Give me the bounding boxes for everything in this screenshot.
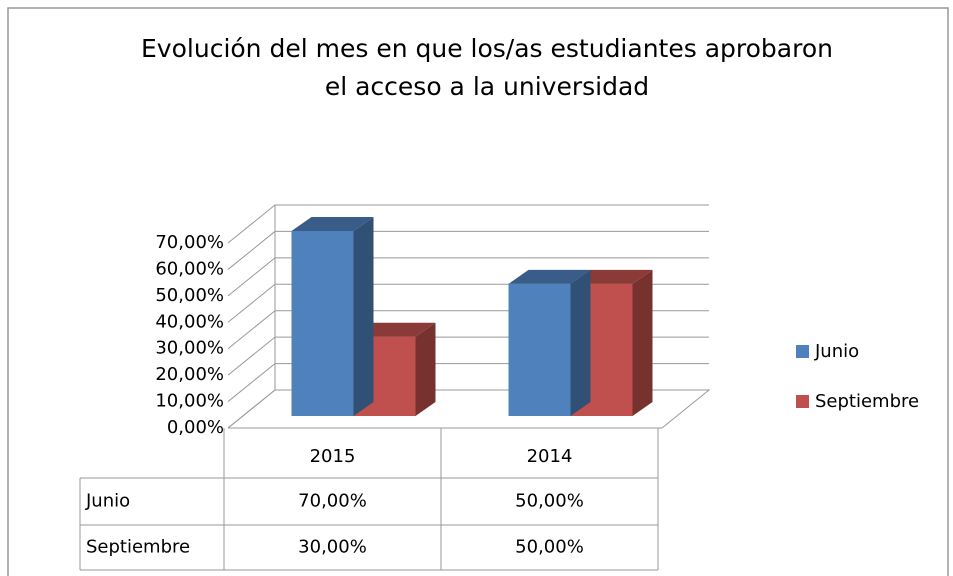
table-row-label: Septiembre (86, 537, 190, 558)
chart-title: el acceso a la universidad (325, 72, 649, 101)
y-tick-label: 50,00% (155, 285, 224, 306)
y-tick-label: 60,00% (155, 258, 224, 279)
grid-line (227, 230, 709, 270)
legend-swatch (796, 395, 809, 408)
x-tick-label: 2015 (310, 446, 356, 467)
y-tick-label: 70,00% (155, 232, 224, 253)
bar-face (353, 322, 436, 337)
bar-face (353, 217, 374, 416)
chart-frame (7, 7, 949, 576)
bar-face (570, 269, 591, 416)
bar-face (415, 322, 436, 416)
legend-label: Septiembre (815, 391, 919, 412)
grid-line (227, 204, 709, 244)
legend-label: Junio (814, 341, 859, 362)
bar (508, 269, 591, 416)
bar-face (632, 269, 653, 416)
bar-face (508, 269, 591, 284)
table-cell: 70,00% (298, 491, 367, 512)
legend-swatch (796, 345, 809, 358)
y-tick-label: 30,00% (155, 338, 224, 359)
bar-face (291, 217, 374, 231)
y-tick-label: 20,00% (155, 364, 224, 385)
bar-face (570, 269, 653, 284)
bar (291, 217, 374, 416)
y-tick-label: 40,00% (155, 311, 224, 332)
y-tick-label: 10,00% (155, 391, 224, 412)
bar-face (291, 231, 354, 416)
table-row-label: Junio (85, 491, 130, 512)
x-tick-label: 2014 (527, 446, 573, 467)
chart-title: Evolución del mes en que los/as estudian… (141, 34, 833, 63)
table-cell: 30,00% (298, 537, 367, 558)
bar-face (508, 283, 571, 416)
table-cell: 50,00% (515, 537, 584, 558)
grid-line (227, 257, 709, 297)
y-tick-label: 0,00% (167, 417, 224, 438)
table-cell: 50,00% (515, 491, 584, 512)
